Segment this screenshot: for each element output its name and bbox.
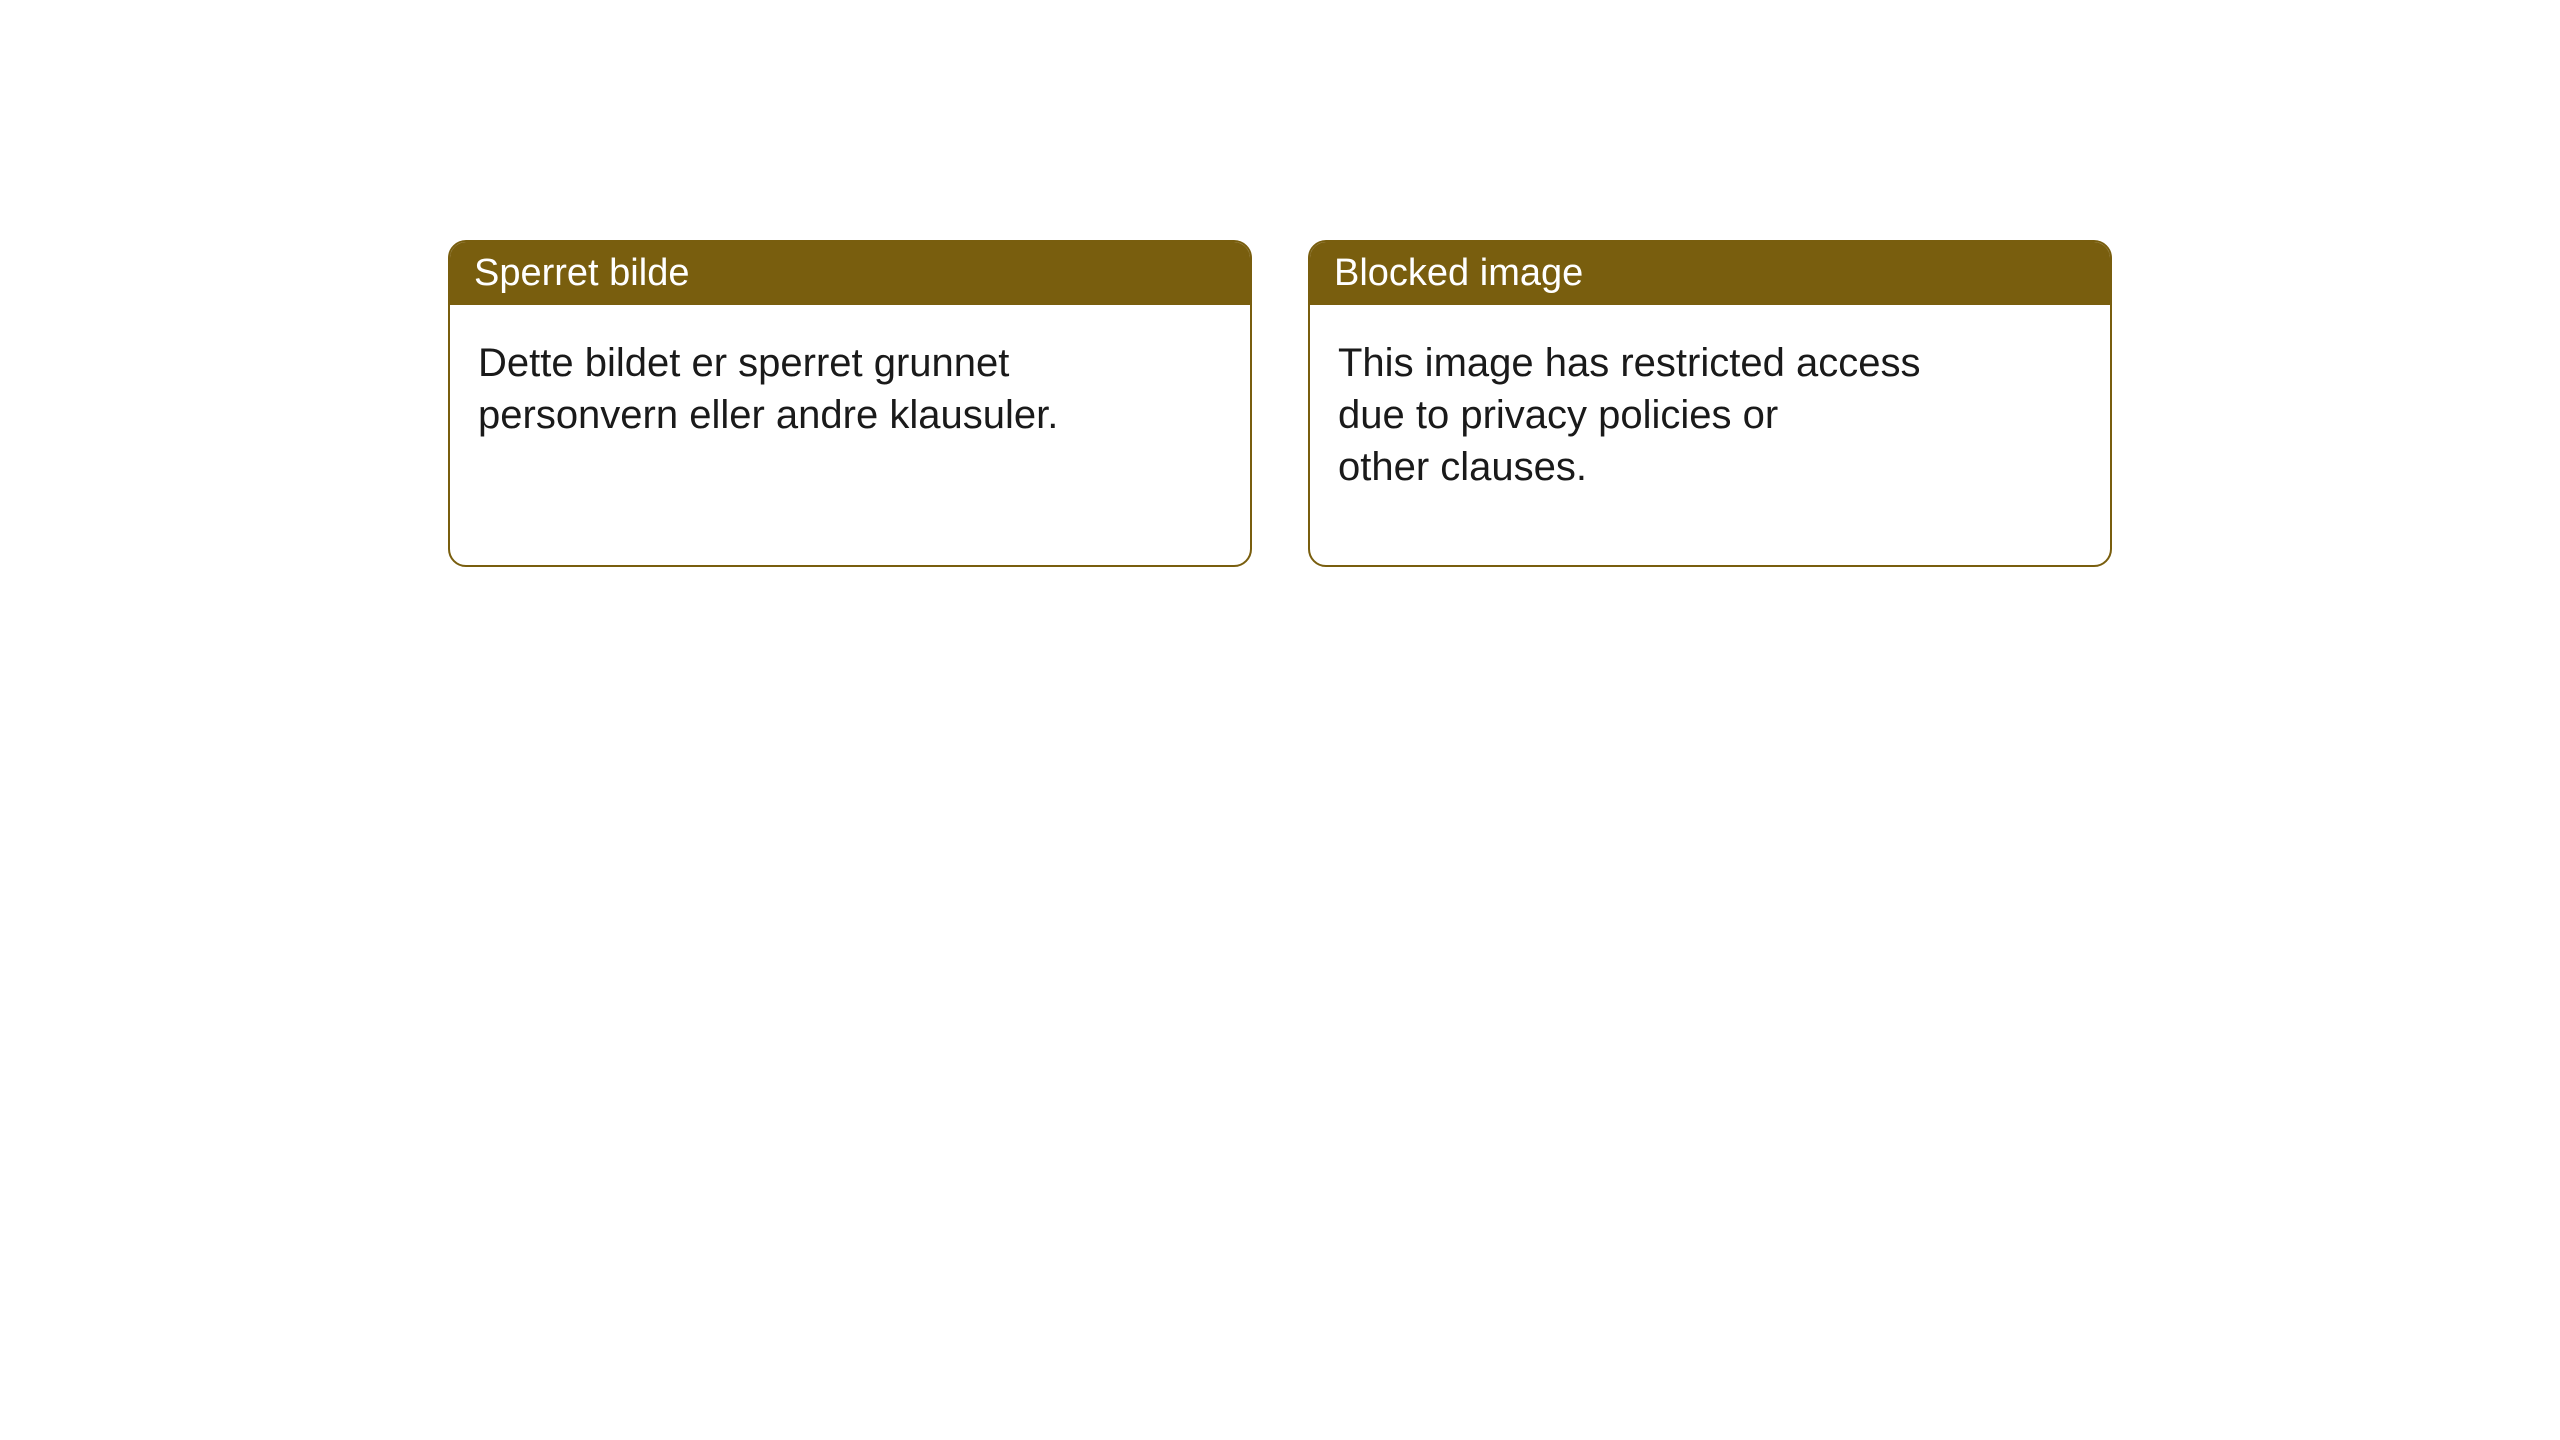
notice-header: Blocked image — [1310, 242, 2110, 305]
notice-container: Sperret bilde Dette bildet er sperret gr… — [0, 0, 2560, 567]
notice-body-line: other clauses. — [1338, 441, 2082, 493]
notice-body-line: This image has restricted access — [1338, 337, 2082, 389]
notice-body-line: due to privacy policies or — [1338, 389, 2082, 441]
notice-body-line: Dette bildet er sperret grunnet — [478, 337, 1222, 389]
notice-body: Dette bildet er sperret grunnet personve… — [450, 305, 1250, 513]
notice-card-norwegian: Sperret bilde Dette bildet er sperret gr… — [448, 240, 1252, 567]
notice-body: This image has restricted access due to … — [1310, 305, 2110, 565]
notice-body-line: personvern eller andre klausuler. — [478, 389, 1222, 441]
notice-card-english: Blocked image This image has restricted … — [1308, 240, 2112, 567]
notice-header: Sperret bilde — [450, 242, 1250, 305]
